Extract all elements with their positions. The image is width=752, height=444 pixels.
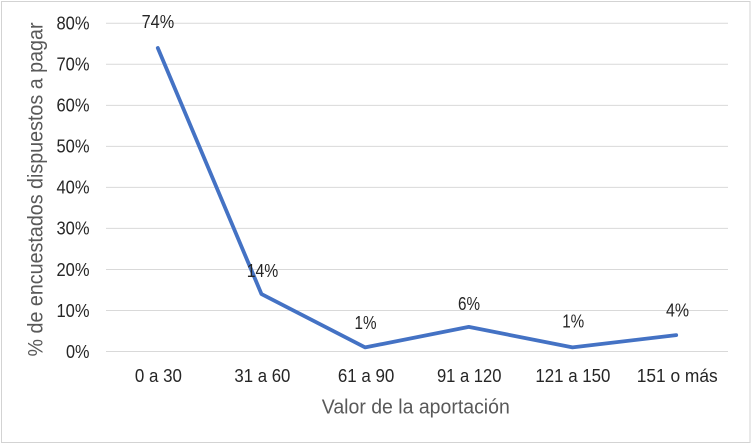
svg-text:31 a 60: 31 a 60 xyxy=(234,366,290,386)
svg-text:20%: 20% xyxy=(57,260,90,280)
svg-text:61 a 90: 61 a 90 xyxy=(338,366,395,386)
svg-text:14%: 14% xyxy=(247,261,279,281)
svg-text:30%: 30% xyxy=(57,219,90,239)
svg-text:6%: 6% xyxy=(458,294,480,314)
svg-text:1%: 1% xyxy=(562,311,584,331)
svg-text:40%: 40% xyxy=(57,178,90,198)
svg-text:60%: 60% xyxy=(57,96,90,116)
svg-text:121 a 150: 121 a 150 xyxy=(535,366,610,386)
svg-text:% de encuestados dispuestos a: % de encuestados dispuestos a pagar xyxy=(25,22,48,356)
svg-text:70%: 70% xyxy=(57,55,90,75)
svg-text:0 a 30: 0 a 30 xyxy=(135,366,182,386)
svg-text:4%: 4% xyxy=(666,301,689,321)
svg-text:151 o más: 151 o más xyxy=(637,366,718,386)
svg-text:91 a 120: 91 a 120 xyxy=(437,366,502,386)
svg-text:80%: 80% xyxy=(57,14,90,34)
svg-text:50%: 50% xyxy=(57,137,90,157)
svg-text:10%: 10% xyxy=(57,301,90,321)
svg-text:Valor de la aportación: Valor de la aportación xyxy=(322,396,510,418)
svg-text:0%: 0% xyxy=(66,342,90,362)
svg-text:74%: 74% xyxy=(142,12,175,32)
svg-text:1%: 1% xyxy=(355,313,377,333)
